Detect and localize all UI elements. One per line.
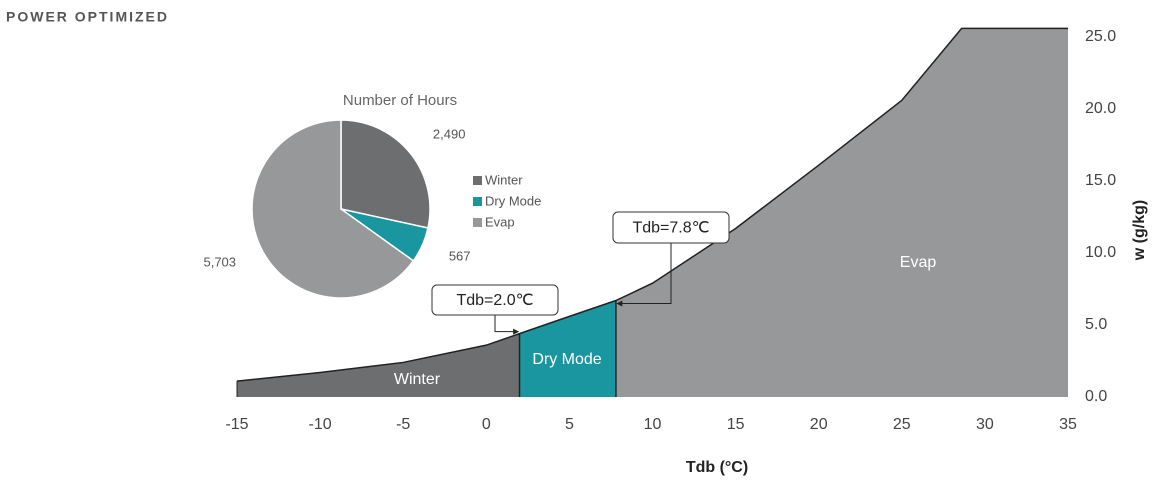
pie-title: Number of Hours bbox=[343, 92, 457, 109]
x-tick-label: -5 bbox=[396, 416, 410, 433]
region-area bbox=[615, 28, 1068, 397]
callout-text: Tdb=2.0℃ bbox=[456, 292, 533, 309]
legend-swatch bbox=[473, 176, 482, 185]
callout-text: Tdb=7.8℃ bbox=[632, 220, 709, 237]
x-tick-label: 20 bbox=[810, 416, 828, 433]
y-tick-label: 10.0 bbox=[1085, 244, 1116, 261]
y-tick-label: 25.0 bbox=[1085, 28, 1116, 45]
legend-label: Evap bbox=[485, 214, 515, 229]
y-tick-label: 0.0 bbox=[1085, 388, 1107, 405]
page-title: POWER OPTIMIZED bbox=[6, 9, 169, 25]
y-tick-label: 5.0 bbox=[1085, 316, 1107, 333]
x-axis-label: Tdb (°C) bbox=[686, 459, 748, 476]
region-area bbox=[237, 333, 520, 397]
y-tick-label: 15.0 bbox=[1085, 172, 1116, 189]
legend-label: Winter bbox=[485, 172, 523, 187]
pie-slice bbox=[340, 119, 431, 229]
y-tick-label: 20.0 bbox=[1085, 100, 1116, 117]
x-tick-label: 0 bbox=[482, 416, 491, 433]
x-tick-label: 30 bbox=[976, 416, 994, 433]
pie-value-label: 5,703 bbox=[203, 254, 236, 269]
y-axis-label: w (g/kg) bbox=[1131, 200, 1148, 261]
legend-swatch bbox=[473, 197, 482, 206]
region-label: Dry Mode bbox=[532, 351, 601, 368]
legend-swatch bbox=[473, 218, 482, 227]
callout-arrow bbox=[494, 315, 520, 335]
callout-box bbox=[612, 211, 730, 244]
saturation-curve bbox=[236, 27, 1068, 382]
x-tick-label: 5 bbox=[565, 416, 574, 433]
callout-box bbox=[431, 284, 559, 316]
x-tick-label: 35 bbox=[1059, 416, 1077, 433]
x-tick-label: 15 bbox=[727, 416, 745, 433]
callout-arrow bbox=[616, 243, 672, 307]
pie-value-label: 567 bbox=[449, 248, 471, 263]
region-label: Winter bbox=[394, 371, 441, 388]
x-tick-label: 10 bbox=[644, 416, 662, 433]
region-label: Evap bbox=[900, 254, 937, 271]
region-area bbox=[519, 300, 616, 397]
legend-label: Dry Mode bbox=[485, 193, 541, 208]
x-tick-label: 25 bbox=[893, 416, 911, 433]
pie-slice bbox=[251, 119, 415, 299]
x-tick-label: -15 bbox=[225, 416, 248, 433]
pie-value-label: 2,490 bbox=[433, 126, 466, 141]
x-tick-label: -10 bbox=[309, 416, 332, 433]
